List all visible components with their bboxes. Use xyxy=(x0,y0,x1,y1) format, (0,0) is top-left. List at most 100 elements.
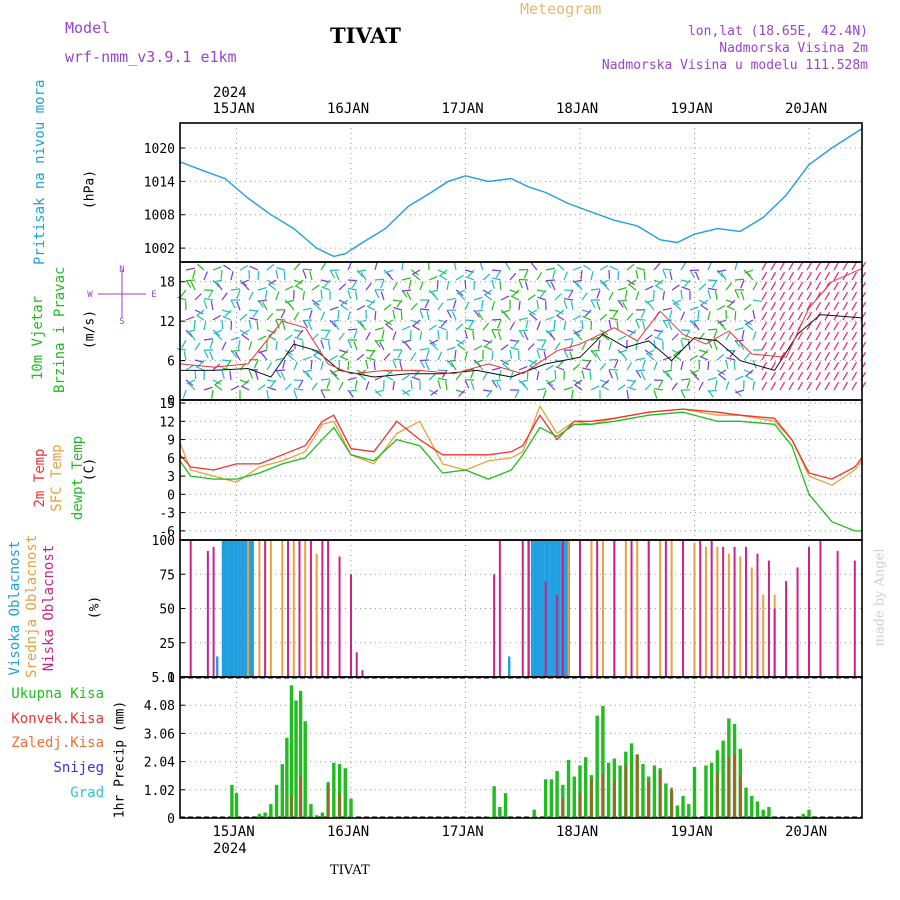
wind-barb xyxy=(354,291,358,301)
wind-barb xyxy=(282,321,286,331)
wind-barb xyxy=(671,333,679,341)
wind-barb xyxy=(248,341,253,351)
wind-barb xyxy=(503,312,511,321)
high-cloud-bar xyxy=(221,540,225,677)
wind-barb xyxy=(616,320,619,331)
wind-barb xyxy=(622,301,628,311)
wind-barb xyxy=(851,281,858,291)
wind-barb xyxy=(589,370,592,381)
wind-barb xyxy=(523,269,529,279)
wind-barb xyxy=(662,269,667,279)
wind-barb xyxy=(714,291,718,301)
wind-barb xyxy=(470,381,475,391)
wind-barb xyxy=(851,301,858,311)
wind-barb xyxy=(698,283,706,291)
wind-barb xyxy=(563,299,568,309)
wind-barb xyxy=(383,303,392,311)
wind-barb xyxy=(529,359,538,367)
high-cloud-bar xyxy=(216,656,219,677)
low-cloud-bar xyxy=(808,546,810,677)
wind-barb xyxy=(373,360,376,371)
wind-barb xyxy=(464,319,475,322)
wind-barb xyxy=(626,329,636,334)
low-cloud-bar xyxy=(189,540,192,677)
total-precip-bar xyxy=(744,787,748,818)
wind-barb xyxy=(761,301,768,311)
wind-barb xyxy=(253,359,259,369)
convective-precip-bar xyxy=(624,765,627,818)
y-tick-label: 2.04 xyxy=(144,756,175,771)
wind-barb xyxy=(374,278,385,281)
wind-barb xyxy=(573,329,583,335)
wind-barb xyxy=(640,309,646,319)
wind-barb xyxy=(230,336,240,341)
wind-barb xyxy=(311,284,320,291)
wind-barb xyxy=(797,311,804,321)
total-precip-bar xyxy=(549,779,554,818)
wind-barb xyxy=(824,331,831,341)
day-tick-label: 18JAN xyxy=(556,101,599,117)
wind-barb xyxy=(484,294,493,301)
wind-barb xyxy=(491,301,496,311)
low-cloud-bar xyxy=(710,540,713,677)
wind-barb xyxy=(797,371,804,381)
wind-barb xyxy=(573,279,583,283)
wind-barb xyxy=(701,349,709,357)
wind-barb xyxy=(402,339,412,344)
mid-cloud-bar xyxy=(590,540,593,677)
wind-barb xyxy=(536,299,540,309)
wind-barb xyxy=(309,271,313,281)
wind-barb xyxy=(654,336,664,341)
total-precip-bar xyxy=(750,795,754,818)
wind-barb xyxy=(815,271,822,281)
wind-barb xyxy=(680,262,687,271)
wind-barb xyxy=(284,285,294,291)
wind-barb xyxy=(497,331,502,341)
wind-barb xyxy=(824,301,831,311)
wind-barb xyxy=(275,291,280,301)
wind-barb xyxy=(248,319,252,329)
total-precip-bar xyxy=(652,765,657,818)
wind-barb xyxy=(824,361,831,371)
wind-barb xyxy=(806,381,813,391)
wind-barb xyxy=(609,317,619,321)
wind-barb xyxy=(402,389,412,395)
wind-barb xyxy=(614,371,619,381)
wind-barb xyxy=(293,361,298,371)
wind-barb xyxy=(472,331,475,341)
wind-barb xyxy=(576,282,583,291)
wind-barb xyxy=(392,331,397,341)
wind-barb xyxy=(249,265,259,271)
wind-barb xyxy=(314,303,322,311)
wind-barb xyxy=(689,306,699,311)
wind-barb xyxy=(509,371,514,381)
wind-barb xyxy=(177,296,187,301)
high-cloud-bar xyxy=(537,540,541,677)
wind-barb xyxy=(446,297,456,301)
wind-barb xyxy=(302,268,313,271)
wind-barb xyxy=(383,319,392,326)
wind-barb xyxy=(590,299,596,309)
wind-barb xyxy=(833,381,840,391)
wind-barb xyxy=(326,379,331,389)
wind-barb xyxy=(340,299,349,306)
wind-barb xyxy=(320,389,326,399)
wind-barb xyxy=(745,369,754,377)
sfc-temp-line xyxy=(179,405,863,486)
high-cloud-bar xyxy=(228,540,232,677)
wind-barb xyxy=(262,301,268,311)
wind-barb xyxy=(575,333,583,341)
wind-barb xyxy=(585,359,592,368)
y-tick-label: 5.1 xyxy=(152,671,175,686)
wind-barb xyxy=(654,285,664,291)
convective-precip-bar xyxy=(739,776,742,818)
wind-barb xyxy=(401,277,411,281)
wind-barb xyxy=(329,269,336,279)
wind-barb xyxy=(446,281,450,291)
wind-barb xyxy=(563,349,569,359)
wind-barb xyxy=(320,339,325,349)
wind-barb xyxy=(797,351,804,361)
wind-barb xyxy=(347,360,350,371)
compass-e: E xyxy=(151,290,156,300)
wind-barb xyxy=(438,326,448,331)
